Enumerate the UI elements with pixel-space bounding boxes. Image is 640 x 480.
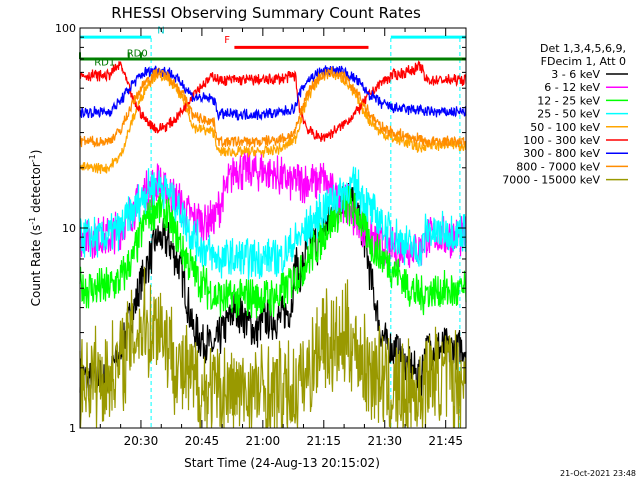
- y-axis-label-tail: detector: [29, 162, 43, 217]
- y-tick-label-1: 10: [62, 222, 76, 235]
- band-label-1: RD0: [127, 49, 148, 60]
- y-axis-label: Count Rate (s-1 detector-1): [28, 150, 43, 307]
- legend-label-0: 3 - 6 keV: [551, 68, 600, 81]
- y-axis-label-main: Count Rate (s: [29, 225, 43, 307]
- legend-label-1: 6 - 12 keV: [544, 81, 600, 94]
- generation-timestamp: 21-Oct-2021 23:48: [560, 469, 636, 478]
- x-axis-label: Start Time (24-Aug-13 20:15:02): [184, 456, 380, 470]
- series-2-trace: [79, 185, 467, 319]
- x-tick-label-4: 21:30: [367, 434, 402, 448]
- x-tick-label-3: 21:15: [306, 434, 341, 448]
- legend-header-line-2: FDecim 1, Att 0: [541, 55, 626, 68]
- y-axis-label-close: ): [29, 150, 43, 155]
- legend-label-5: 100 - 300 keV: [523, 134, 600, 147]
- legend-label-4: 50 - 100 keV: [530, 121, 600, 134]
- legend: Det 1,3,4,5,6,9, FDecim 1, Att 0 3 - 6 k…: [502, 42, 628, 187]
- legend-header-line-1: Det 1,3,4,5,6,9,: [540, 42, 626, 55]
- legend-label-3: 25 - 50 keV: [537, 108, 600, 121]
- series-5-trace: [79, 59, 467, 142]
- y-axis-label-sup-2: -1: [28, 154, 37, 162]
- axes: 1 10 100 20:30 20:45 21:00 21:15 21:30 21:45: [55, 22, 467, 448]
- x-tick-label-5: 21:45: [428, 434, 463, 448]
- x-tick-label-0: 20:30: [124, 434, 159, 448]
- chart-title: RHESSI Observing Summary Count Rates: [111, 4, 421, 22]
- series-4-trace: [79, 67, 467, 174]
- series-6-trace: [79, 65, 467, 122]
- plot-area: RD1RD0NF: [79, 25, 467, 429]
- series-3-trace: [79, 166, 467, 280]
- legend-label-8: 7000 - 15000 keV: [502, 174, 600, 187]
- band-label-0: RD1: [94, 57, 115, 68]
- legend-label-6: 300 - 800 keV: [523, 147, 600, 160]
- band-label-3: F: [224, 35, 230, 46]
- x-tick-label-1: 20:45: [185, 434, 220, 448]
- y-tick-label-0: 1: [69, 422, 76, 435]
- y-axis-label-sup: -1: [28, 217, 37, 225]
- legend-label-7: 800 - 7000 keV: [516, 160, 600, 173]
- series-7-trace: [79, 66, 467, 148]
- x-tick-label-2: 21:00: [246, 434, 281, 448]
- y-tick-label-2: 100: [55, 22, 76, 35]
- series-8-trace: [79, 266, 467, 429]
- legend-label-2: 12 - 25 keV: [537, 94, 600, 107]
